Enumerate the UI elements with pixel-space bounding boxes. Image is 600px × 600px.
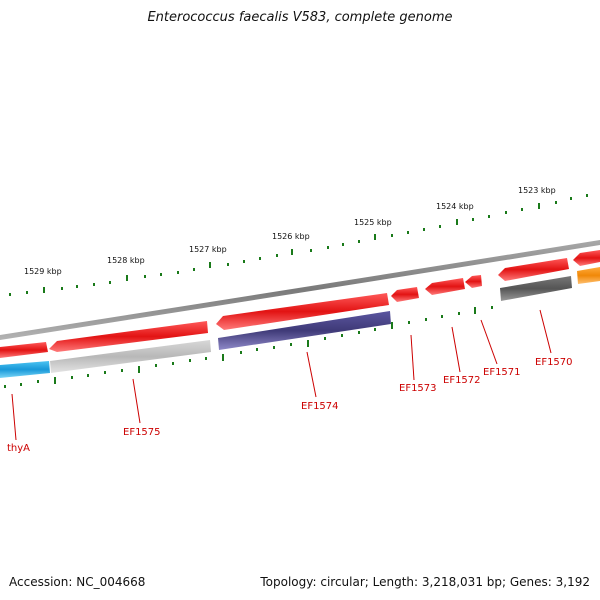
ruler-label: 1528 kbp [107, 256, 145, 265]
gene-label-EF1573: EF1573 [399, 383, 437, 394]
gene-label-EF1570: EF1570 [535, 357, 573, 368]
label-leaders [11, 309, 552, 441]
upper-ruler [9, 194, 588, 296]
gene-arrow [49, 321, 208, 352]
ruler-label: 1523 kbp [518, 186, 556, 195]
gene-arrow [391, 287, 419, 302]
accession-text: Accession: NC_004668 [9, 575, 146, 589]
ruler-label: 1529 kbp [24, 267, 62, 276]
ruler-label: 1526 kbp [272, 232, 310, 241]
gene-label-EF1572: EF1572 [443, 375, 481, 386]
ruler-label: 1525 kbp [354, 218, 392, 227]
gene-block [577, 267, 600, 284]
gene-arrow [573, 250, 600, 266]
gene-arrow [0, 342, 48, 358]
gene-arrow [498, 258, 569, 281]
gene-block [218, 311, 391, 350]
gene-arrow [216, 293, 389, 330]
gene-arrow [425, 278, 465, 295]
gene-label-EF1574: EF1574 [301, 401, 339, 412]
ruler-label: 1527 kbp [189, 245, 227, 254]
gene-block [50, 340, 211, 373]
genome-backbone [0, 240, 600, 340]
gene-label-EF1571: EF1571 [483, 367, 521, 378]
gene-label-thyA: thyA [7, 443, 30, 454]
genome-summary-text: Topology: circular; Length: 3,218,031 bp… [260, 575, 590, 589]
ruler-label: 1524 kbp [436, 202, 474, 211]
map-title: Enterococcus faecalis V583, complete gen… [147, 10, 453, 25]
gene-block [0, 361, 50, 378]
lower-ruler [4, 306, 493, 388]
gene-arrow [465, 275, 482, 288]
forward-strand-genes [0, 250, 600, 358]
gene-label-EF1575: EF1575 [123, 427, 161, 438]
gene-block [500, 276, 572, 301]
reverse-strand-genes [0, 267, 600, 378]
